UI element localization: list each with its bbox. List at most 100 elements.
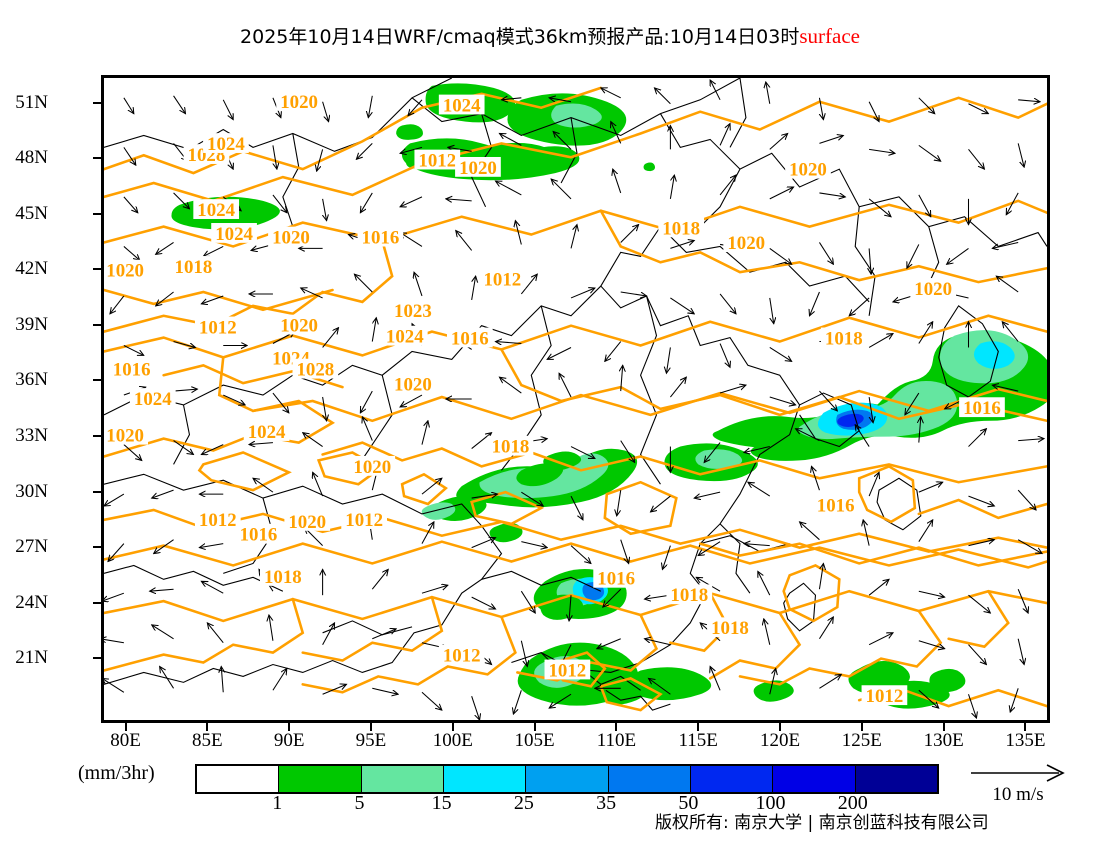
colorbar-swatch[interactable] bbox=[361, 766, 444, 792]
colorbar-swatch[interactable] bbox=[690, 766, 774, 792]
isobar-label-mask bbox=[104, 424, 148, 445]
isobar-label-mask bbox=[341, 509, 387, 529]
longitude-tick-label: 90E bbox=[273, 730, 305, 751]
isobar-label-mask bbox=[276, 314, 322, 335]
isobar-label-mask bbox=[259, 566, 306, 586]
latitude-tick-mark bbox=[93, 601, 101, 604]
isobar-label: 1018 bbox=[711, 618, 749, 639]
isobar-label: 1020 bbox=[459, 158, 497, 179]
longitude-tick-label: 110E bbox=[596, 730, 637, 751]
isobar-label: 1023 bbox=[394, 301, 432, 322]
isobar-label-mask bbox=[203, 133, 249, 153]
colorbar-tick-label: 1 bbox=[272, 792, 283, 814]
isobar-label: 1018 bbox=[492, 437, 530, 458]
longitude-tick-label: 100E bbox=[432, 730, 473, 751]
longitude-tick-mark bbox=[860, 723, 863, 731]
isobar-label-mask bbox=[390, 300, 436, 320]
isobar-label-mask bbox=[544, 659, 591, 680]
colorbar-tick-label: 15 bbox=[431, 792, 452, 814]
isobar-label: 1024 bbox=[215, 224, 253, 245]
colorbar-swatch[interactable] bbox=[279, 766, 362, 792]
longitude-tick-mark bbox=[451, 723, 454, 731]
isobar-label: 1018 bbox=[825, 328, 863, 349]
latitude-tick-mark bbox=[93, 379, 101, 382]
isobar-label-mask bbox=[487, 435, 534, 456]
colorbar-swatch[interactable] bbox=[773, 766, 856, 792]
latitude-tick-label: 36N bbox=[15, 369, 48, 391]
latitude-tick-label: 51N bbox=[15, 91, 48, 113]
isobar-label: 1020 bbox=[280, 316, 318, 337]
colorbar-swatch[interactable] bbox=[855, 766, 937, 792]
forecast-map[interactable]: 1020 1024 1028 1024 1024 1012 1020 1020 1024 1020… bbox=[101, 75, 1050, 723]
precipitation-colorbar[interactable] bbox=[195, 764, 939, 794]
isobar-label: 1020 bbox=[353, 457, 391, 478]
isobar-label: 1018 bbox=[175, 257, 213, 278]
isobar-label: 1020 bbox=[394, 374, 432, 395]
isobar-label: 1018 bbox=[670, 585, 708, 606]
longitude-tick-label: 95E bbox=[355, 730, 387, 751]
isobar-label-mask bbox=[593, 567, 640, 588]
page-title: 2025年10月14日WRF/cmaq模式36km预报产品:10月14日03时s… bbox=[0, 22, 1100, 49]
isobar-label: 1012 bbox=[199, 510, 237, 531]
latitude-tick-mark bbox=[93, 435, 101, 438]
isobar-label: 1016 bbox=[597, 569, 635, 590]
colorbar-unit-label: (mm/3hr) bbox=[78, 762, 155, 784]
latitude-tick-label: 21N bbox=[15, 647, 48, 669]
isobar-label: 1012 bbox=[548, 660, 586, 681]
isobar-label-mask bbox=[357, 226, 404, 247]
colorbar-swatch[interactable] bbox=[443, 766, 527, 792]
latitude-tick-label: 39N bbox=[15, 313, 48, 335]
latitude-tick-mark bbox=[93, 268, 101, 271]
longitude-tick-label: 130E bbox=[923, 730, 964, 751]
isobar-label: 1018 bbox=[662, 218, 700, 239]
isobar-label-mask bbox=[658, 217, 705, 238]
latitude-tick-label: 45N bbox=[15, 202, 48, 224]
isobar-label: 1020 bbox=[789, 160, 827, 181]
isobar-label: 1012 bbox=[345, 510, 383, 531]
isobar-label-mask bbox=[292, 358, 339, 379]
isobar-label: 1012 bbox=[199, 317, 237, 338]
latitude-tick-label: 48N bbox=[15, 147, 48, 169]
longitude-tick-mark bbox=[615, 723, 618, 731]
longitude-tick-label: 80E bbox=[110, 730, 141, 751]
latitude-tick-label: 24N bbox=[15, 591, 48, 613]
isobar-label: 1024 bbox=[207, 134, 245, 155]
latitude-tick-label: 33N bbox=[15, 425, 48, 447]
title-chinese: 2025年10月14日WRF/cmaq模式36km预报产品:10月14日03时 bbox=[240, 26, 800, 48]
colorbar-tick-label: 25 bbox=[513, 792, 534, 814]
isobar-label-mask bbox=[276, 90, 322, 111]
precipitation-layer bbox=[171, 83, 1047, 709]
isobar-label-mask bbox=[479, 268, 526, 289]
isobar-label: 1016 bbox=[817, 495, 855, 516]
isobar-label: 1020 bbox=[914, 279, 952, 300]
isobar-label: 1016 bbox=[113, 360, 151, 381]
isobar-label: 1024 bbox=[197, 200, 235, 221]
isobar-label: 1024 bbox=[134, 389, 172, 410]
isobar-label-mask bbox=[193, 199, 240, 219]
isobar-label-mask bbox=[284, 510, 331, 531]
latitude-tick-mark bbox=[93, 323, 101, 326]
colorbar-swatch[interactable] bbox=[608, 766, 691, 792]
isobar-label: 1020 bbox=[272, 228, 310, 249]
longitude-tick-label: 105E bbox=[514, 730, 555, 751]
longitude-tick-mark bbox=[942, 723, 945, 731]
isobar-label-mask bbox=[349, 455, 396, 476]
isobar-label-mask bbox=[666, 584, 713, 605]
longitude-tick-label: 85E bbox=[192, 730, 223, 751]
latitude-tick-label: 27N bbox=[15, 536, 48, 558]
isobar-label-mask bbox=[455, 156, 501, 177]
colorbar-swatch[interactable] bbox=[197, 766, 280, 792]
isobar-label: 1016 bbox=[240, 525, 278, 546]
isobar-label: 1024 bbox=[443, 95, 481, 116]
isobar-label-mask bbox=[129, 388, 176, 408]
isobar-label: 1020 bbox=[106, 261, 144, 282]
isobar-label-mask bbox=[414, 149, 461, 170]
isobar-label: 1016 bbox=[451, 328, 489, 349]
wind-scale-legend: 10 m/s bbox=[963, 762, 1073, 810]
latitude-tick-mark bbox=[93, 101, 101, 104]
latitude-tick-mark bbox=[93, 490, 101, 493]
coastline-layer bbox=[104, 78, 1047, 711]
colorbar-swatch[interactable] bbox=[526, 766, 609, 792]
latitude-tick-mark bbox=[93, 546, 101, 549]
